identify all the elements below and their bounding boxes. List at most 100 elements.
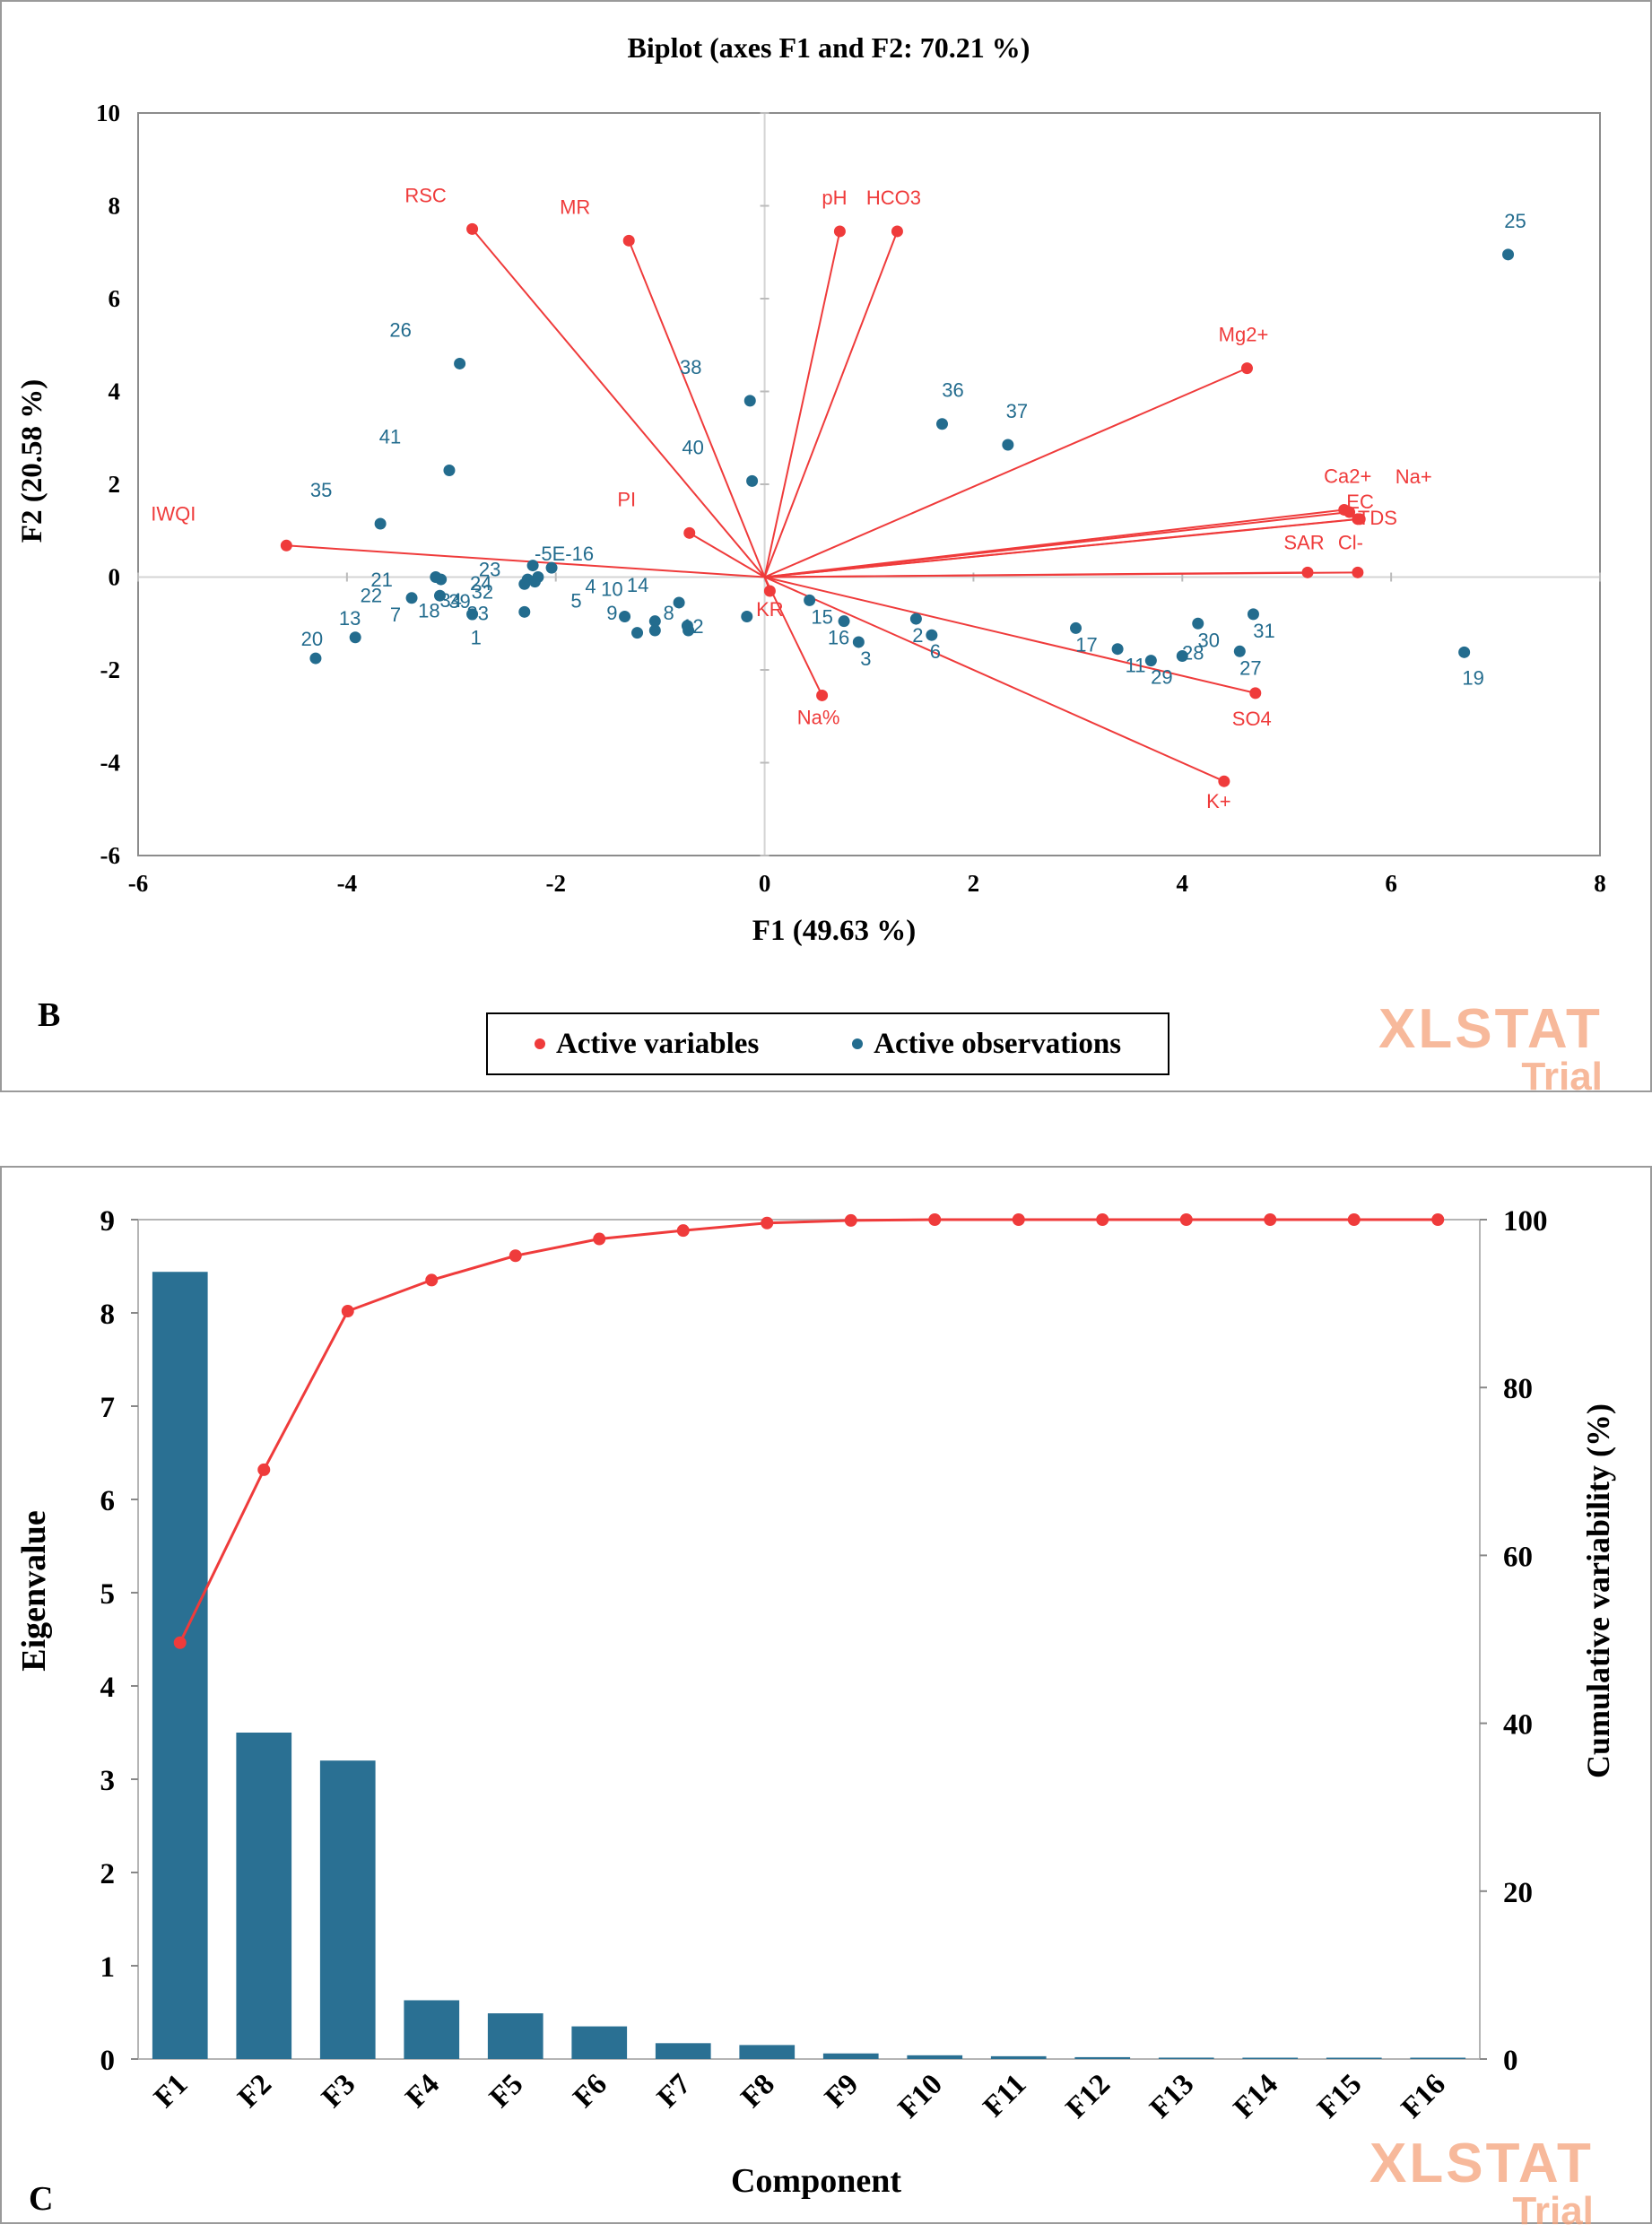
eigenvalue-bar (907, 2055, 963, 2059)
watermark-b: XLSTAT Trial (1378, 1002, 1603, 1097)
variable-vector (286, 544, 765, 578)
variable-point (833, 225, 846, 238)
observation-point (349, 631, 361, 644)
scree-panel: Component Eigenvalue Cumulative variabil… (0, 1166, 1652, 2231)
y-tick-label: 0 (109, 564, 121, 591)
cumulative-point (1179, 1213, 1193, 1226)
eigenvalue-bar (739, 2045, 796, 2059)
cumulative-point (844, 1213, 857, 1227)
y-tick-label: 8 (100, 1299, 116, 1331)
cumulative-point (1264, 1213, 1277, 1226)
observation-label: 33 (467, 602, 489, 624)
cumulative-point (425, 1273, 439, 1287)
variable-label: K+ (1206, 790, 1231, 812)
variable-label: PI (617, 488, 636, 510)
y-tick-label: 9 (100, 1205, 116, 1238)
observation-point (648, 624, 661, 637)
observation-point (936, 418, 948, 430)
variable-point (280, 539, 292, 552)
variable-label: Na+ (1396, 465, 1432, 488)
variable-vector (763, 230, 899, 578)
eigenvalue-bar (571, 2026, 628, 2059)
legend-label-observations: Active observations (874, 1027, 1122, 1060)
observation-label: 36 (942, 379, 963, 402)
observation-point (681, 620, 693, 632)
eigenvalue-bar (822, 2053, 879, 2059)
observation-point (309, 652, 322, 665)
cumulative-point (676, 1224, 690, 1238)
observation-label: 38 (680, 356, 701, 378)
observation-point (526, 560, 539, 572)
observation-point (1458, 646, 1471, 658)
observation-point (1002, 439, 1014, 451)
x-tick-label: F11 (978, 2068, 1033, 2124)
x-tick-label: 6 (1385, 870, 1397, 897)
observation-point (852, 636, 865, 648)
variable-vector (628, 239, 766, 578)
observation-point (743, 395, 756, 407)
x-tick-label: -6 (128, 870, 149, 897)
observation-label: 25 (1504, 210, 1526, 232)
observation-label: 37 (1006, 400, 1028, 422)
eigenvalue-bar (487, 2013, 543, 2059)
variable-point (1352, 513, 1364, 526)
biplot-x-label: F1 (49.63 %) (752, 915, 916, 947)
observation-label: 2 (912, 624, 923, 647)
observation-label: 29 (1151, 666, 1172, 689)
variable-label: Mg2+ (1219, 324, 1269, 346)
y2-tick-label: 60 (1503, 1541, 1533, 1573)
watermark-c-sub: Trial (1512, 2189, 1594, 2233)
y2-tick-label: 20 (1503, 1877, 1533, 1909)
y-tick-label: 7 (100, 1392, 116, 1424)
observation-point (454, 357, 466, 369)
cumulative-point (1347, 1213, 1361, 1226)
eigenvalue-bar (1158, 2057, 1214, 2059)
y-tick-label: 6 (100, 1485, 116, 1517)
legend-item-variables: Active variables (534, 1027, 760, 1061)
observation-point (466, 608, 479, 621)
y-tick-label: 4 (109, 378, 121, 405)
biplot-legend: Active variables Active observations (486, 1012, 1169, 1075)
observation-point (673, 596, 685, 609)
variable-label: Cl- (1338, 531, 1363, 553)
observation-label: 6 (930, 640, 941, 663)
scree-chart: Component Eigenvalue Cumulative variabil… (15, 1205, 1616, 2200)
variable-vector (764, 367, 1248, 578)
observation-point (433, 589, 446, 602)
x-tick-label: -2 (545, 870, 566, 897)
observation-point (741, 610, 753, 622)
x-tick-label: 2 (968, 870, 980, 897)
legend-label-variables: Active variables (555, 1027, 760, 1060)
variable-label: TDS (1358, 507, 1397, 529)
variable-label: Na% (797, 706, 840, 728)
y-tick-label: -4 (100, 750, 121, 777)
x-tick-label: F1 (148, 2068, 194, 2114)
cumulative-point (1431, 1213, 1445, 1226)
y2-tick-label: 80 (1503, 1373, 1533, 1405)
observation-label: 21 (370, 569, 392, 591)
observation-label: 35 (310, 479, 332, 501)
scree-plot-area: 0 1 2 3 4 5 6 7 8 9 0 20 40 60 80 100 F1 F2 F3 F4 F5 F6 F7 F8 F9… (100, 1205, 1548, 2124)
observation-point (1247, 608, 1259, 621)
x-tick-label: F9 (819, 2068, 865, 2114)
observation-point (648, 615, 661, 628)
x-tick-label: F7 (651, 2068, 697, 2114)
y-tick-label: 3 (100, 1765, 116, 1797)
observation-label: 26 (389, 318, 411, 341)
cumulative-point (173, 1636, 187, 1649)
observation-label: 41 (379, 425, 401, 447)
y2-tick-label: 0 (1503, 2045, 1518, 2077)
y-tick-label: -6 (100, 842, 121, 869)
variable-point (1240, 362, 1253, 375)
cumulative-point (928, 1213, 942, 1226)
observation-label: 1 (471, 626, 482, 648)
eigenvalue-bar (990, 2055, 1047, 2059)
observation-label: 28 (1182, 641, 1204, 664)
y2-tick-label: 40 (1503, 1709, 1533, 1742)
y-tick-label: 6 (109, 285, 121, 312)
panel-letter-c: C (29, 2180, 54, 2218)
eigenvalue-bar (152, 1272, 208, 2059)
cumulative-point (341, 1305, 354, 1318)
x-tick-label: F10 (892, 2068, 949, 2124)
observation-label: 14 (627, 574, 648, 596)
